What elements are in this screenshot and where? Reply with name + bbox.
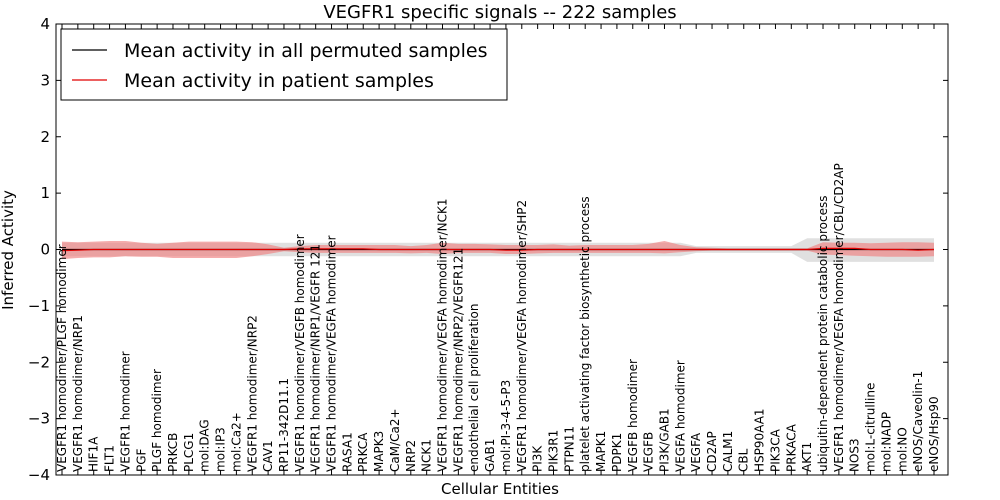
x-tick-label: RP11-342D11.1	[277, 378, 291, 472]
y-tick-label: 3	[40, 71, 50, 89]
x-tick-label: VEGFR1 homodimer/VEGFA homodimer/NCK1	[436, 198, 450, 472]
y-tick-label: 2	[40, 128, 50, 146]
x-tick-label: mol:IP3	[214, 427, 228, 472]
legend-label-patient: Mean activity in patient samples	[124, 70, 434, 92]
x-tick-label: eNOS/Caveolin-1	[911, 371, 925, 472]
x-tick-label: CaM/Ca2+	[388, 408, 402, 472]
x-tick-label: PLGF homodimer	[150, 369, 164, 472]
y-tick-label: 4	[40, 15, 50, 33]
x-tick-label: mol:NADP	[879, 412, 893, 472]
y-tick-label: 1	[40, 184, 50, 202]
y-axis-label: Inferred Activity	[0, 190, 17, 310]
y-tick-label: −1	[28, 297, 50, 315]
x-tick-label: MAPK1	[594, 431, 608, 472]
x-tick-label: VEGFR1 homodimer/NRP2/VEGFR121	[451, 248, 465, 472]
x-tick-label: VEGFR1 homodimer/NRP1	[71, 315, 85, 472]
x-tick-label: PLCG1	[182, 433, 196, 472]
x-tick-label: HIF1A	[87, 436, 101, 472]
y-axis-ticks: −4 −3 −2 −1 0 1 2 3 4	[28, 15, 948, 484]
x-tick-label: VEGFB homodimer	[626, 359, 640, 472]
x-tick-label: VEGFR1 homodimer/PLGF homodimer	[55, 244, 69, 472]
x-axis-label: Cellular Entities	[441, 480, 559, 498]
chart-title: VEGFR1 specific signals -- 222 samples	[323, 2, 676, 23]
x-tick-label: MAPK3	[372, 431, 386, 472]
x-tick-label: VEGFR1 homodimer/VEGFA homodimer/CBL/CD2…	[832, 163, 846, 472]
x-tick-label: VEGFR1 homodimer/NRP2	[245, 315, 259, 472]
x-tick-label: VEGFR1 homodimer/VEGFA homodimer	[325, 235, 339, 472]
x-tick-label: VEGFR1 homodimer/NRP1/VEGFR 121	[309, 244, 323, 472]
x-tick-label: HSP90AA1	[753, 408, 767, 472]
x-tick-label: CAV1	[261, 440, 275, 472]
x-tick-label: PTPN11	[562, 426, 576, 472]
legend-label-permuted: Mean activity in all permuted samples	[124, 40, 487, 62]
x-tick-label: PRKCA	[356, 432, 370, 472]
x-tick-label: PI3K/GAB1	[658, 408, 672, 472]
x-tick-label: platelet activating factor biosynthetic …	[578, 196, 592, 472]
x-tick-label: RASA1	[340, 432, 354, 472]
y-tick-label: −2	[28, 353, 50, 371]
legend: Mean activity in all permuted samples Me…	[60, 28, 508, 101]
x-tick-label: PDPK1	[610, 433, 624, 472]
series-lines	[61, 247, 935, 252]
x-tick-label: VEGFR1 homodimer/VEGFB homodimer	[293, 234, 307, 472]
x-tick-label: mol:PI-3-4-5-P3	[499, 380, 513, 472]
x-tick-label: VEGFA	[689, 432, 703, 472]
x-tick-label: NOS3	[848, 438, 862, 472]
x-tick-label: GAB1	[483, 439, 497, 472]
x-tick-label: VEGFR1 homodimer/VEGFA homodimer/SHP2	[515, 200, 529, 472]
y-tick-label: 0	[40, 241, 50, 259]
x-tick-label: PIK3R1	[547, 430, 561, 472]
x-tick-label: PRKCB	[166, 433, 180, 472]
legend-box	[60, 28, 508, 101]
x-tick-label: VEGFR1 homodimer	[118, 351, 132, 472]
x-tick-label: CD2AP	[705, 431, 719, 472]
x-tick-label: PGF	[134, 448, 148, 472]
x-tick-label: NCK1	[420, 439, 434, 472]
y-tick-label: −4	[28, 466, 50, 484]
x-tick-label: VEGFA homodimer	[673, 360, 687, 472]
x-tick-label: PRKACA	[784, 423, 798, 472]
y-tick-label: −3	[28, 410, 50, 428]
x-tick-label: CALM1	[721, 431, 735, 472]
x-tick-label: FLT1	[103, 445, 117, 472]
x-tick-label: eNOS/Hsp90	[927, 396, 941, 472]
x-tick-label: VEGFB	[642, 432, 656, 472]
x-tick-label: mol:NO	[895, 427, 909, 472]
x-tick-label: PIK3CA	[769, 428, 783, 472]
x-tick-label: CBL	[737, 448, 751, 472]
line-patient	[61, 247, 935, 252]
x-tick-label: AKT1	[800, 442, 814, 472]
x-tick-label: PI3K	[531, 445, 545, 472]
x-tick-label: NRP2	[404, 440, 418, 472]
x-axis-ticks: VEGFR1 homodimer/PLGF homodimer VEGFR1 ho…	[55, 24, 941, 475]
x-tick-label: ubiquitin-dependent protein catabolic pr…	[816, 196, 830, 472]
x-tick-label: mol:L-citrulline	[864, 383, 878, 472]
x-tick-label: mol:Ca2+	[229, 412, 243, 472]
x-tick-label: mol:DAG	[198, 419, 212, 472]
x-tick-label: endothelial cell proliferation	[467, 304, 481, 472]
